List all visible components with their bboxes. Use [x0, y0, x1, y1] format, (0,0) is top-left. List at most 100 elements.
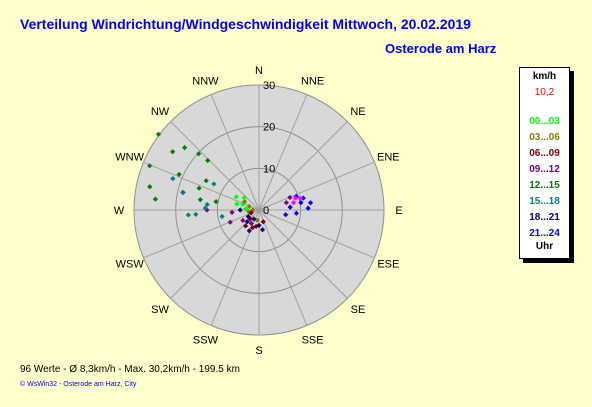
- data-point: [253, 223, 259, 230]
- credit-footer: © WsWin32 - Osterode am Harz, City: [20, 381, 137, 388]
- legend-item: 21...24: [529, 228, 560, 239]
- grid-spoke: [210, 94, 260, 211]
- direction-label-wsw: WSW: [116, 259, 145, 271]
- r-tick-label: 10: [263, 163, 275, 175]
- direction-label-s: S: [255, 345, 262, 357]
- grid-spoke: [258, 209, 308, 326]
- direction-label-w: W: [114, 205, 125, 217]
- direction-label-nne: NNE: [301, 76, 324, 88]
- direction-label-e: E: [395, 205, 402, 217]
- data-point: [193, 211, 199, 218]
- data-point: [291, 200, 297, 206]
- data-point: [229, 209, 235, 215]
- data-point: [227, 219, 233, 225]
- data-point: [246, 203, 252, 210]
- data-point: [170, 149, 176, 155]
- data-point: [170, 176, 176, 182]
- legend-item: 06...09: [529, 148, 560, 159]
- grid-spoke: [258, 161, 375, 211]
- direction-labels: N NNE NE ENE E ESE SE SSE S SSW SW WSW W WNW NW NNW: [114, 65, 403, 357]
- direction-label-ese: ESE: [377, 259, 399, 271]
- direction-label-ssw: SSW: [193, 334, 219, 346]
- data-point: [245, 214, 252, 220]
- radial-tick-labels: 10 20 30 0: [263, 80, 275, 217]
- data-point: [234, 201, 240, 207]
- legend-item: 09...12: [529, 164, 560, 175]
- grid-spoke: [258, 209, 348, 299]
- data-point: [196, 151, 202, 157]
- direction-label-nw: NW: [151, 106, 170, 118]
- grid-spoke: [143, 161, 260, 211]
- direction-label-sse: SSE: [302, 334, 324, 346]
- data-point: [300, 195, 306, 201]
- data-point: [185, 212, 191, 218]
- data-point: [251, 216, 257, 222]
- chart-title: Verteilung Windrichtung/Windgeschwindigk…: [20, 16, 471, 32]
- data-point: [248, 220, 254, 226]
- legend-item: 12...15: [529, 180, 560, 191]
- data-point: [196, 185, 202, 191]
- direction-label-ene: ENE: [377, 151, 400, 163]
- legend-item: 18...21: [529, 212, 560, 223]
- data-point: [243, 206, 249, 212]
- grid-spoke: [258, 94, 308, 211]
- data-point: [298, 200, 304, 206]
- legend-max-value: 10,2: [534, 87, 555, 98]
- polar-grid: [133, 84, 385, 336]
- data-points: [147, 131, 314, 234]
- data-point: [248, 210, 254, 216]
- station-location: Osterode am Harz: [385, 41, 497, 56]
- center-label: 0: [263, 205, 269, 217]
- direction-label-nnw: NNW: [192, 76, 219, 88]
- data-point: [211, 181, 217, 187]
- data-point: [182, 144, 188, 151]
- data-point: [246, 228, 252, 234]
- legend-item: 00...03: [529, 116, 560, 127]
- direction-label-sw: SW: [151, 304, 169, 316]
- data-point: [237, 207, 243, 213]
- data-point: [197, 197, 203, 203]
- data-point: [241, 199, 248, 205]
- data-point: [180, 189, 186, 195]
- legend-item: 15...18: [529, 196, 560, 207]
- r-tick-label: 30: [263, 80, 275, 92]
- data-point: [297, 195, 303, 201]
- data-point: [256, 222, 262, 229]
- grid-spoke: [258, 209, 375, 259]
- r-tick-label: 20: [263, 122, 275, 134]
- legend-item: 03...06: [529, 132, 560, 143]
- legend-unit: km/h: [532, 71, 557, 82]
- direction-label-se: SE: [351, 304, 366, 316]
- data-point: [293, 210, 299, 216]
- legend-footer: Uhr: [535, 241, 554, 252]
- data-point: [283, 212, 289, 218]
- data-point: [259, 227, 266, 233]
- data-point: [243, 223, 249, 229]
- data-point: [219, 213, 225, 220]
- data-point: [202, 205, 208, 211]
- data-point: [147, 163, 153, 169]
- data-point: [203, 178, 209, 184]
- data-point: [147, 184, 153, 190]
- data-point: [205, 157, 211, 164]
- data-point: [307, 200, 314, 206]
- data-point: [287, 194, 293, 201]
- data-point: [287, 204, 293, 210]
- grid-spoke: [258, 121, 348, 211]
- grid-spoke: [143, 209, 260, 259]
- direction-label-ne: NE: [350, 106, 365, 118]
- data-point: [155, 131, 162, 137]
- data-point: [152, 196, 159, 202]
- data-point: [204, 201, 210, 208]
- data-point: [233, 194, 239, 200]
- data-point: [241, 195, 247, 201]
- data-point: [305, 205, 311, 211]
- data-point: [292, 195, 299, 201]
- grid-spoke: [210, 209, 260, 326]
- direction-label-wnw: WNW: [115, 151, 144, 163]
- data-point: [176, 171, 182, 178]
- direction-label-n: N: [255, 65, 263, 77]
- data-point: [240, 217, 246, 224]
- data-point: [213, 199, 219, 205]
